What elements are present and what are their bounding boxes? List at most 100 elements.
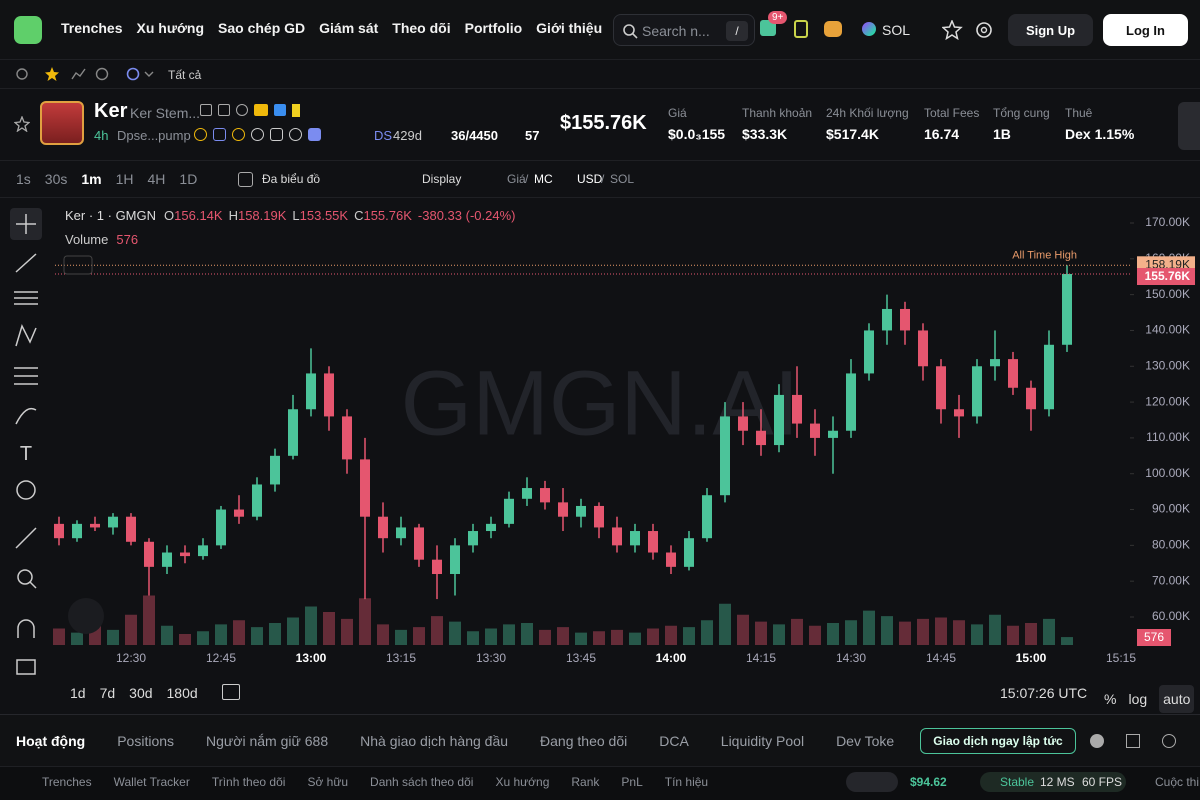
nav-link[interactable]: Giám sát — [319, 20, 379, 36]
tab[interactable]: DCA — [659, 733, 689, 749]
scale-option[interactable]: auto — [1159, 685, 1195, 713]
instant-trade-button[interactable]: Giao dịch ngay lập tức — [920, 728, 1076, 754]
footer-link[interactable]: Sở hữu — [307, 775, 349, 789]
volume-bar — [269, 623, 281, 645]
icon[interactable] — [794, 20, 808, 38]
volume-bar — [935, 617, 947, 645]
candle-body — [90, 523, 100, 528]
volume-bar — [53, 628, 65, 645]
token-avatar — [40, 101, 84, 145]
nav-link[interactable]: Xu hướng — [136, 20, 205, 36]
range-button[interactable]: 1d — [70, 685, 86, 701]
x-tick-label: 14:30 — [836, 651, 866, 665]
chain-selector[interactable]: SOL — [882, 22, 911, 38]
usd-mode[interactable]: USD — [577, 172, 603, 186]
interval[interactable]: 30s — [44, 171, 68, 187]
icon[interactable] — [1162, 734, 1176, 748]
nav-link[interactable]: Theo dõi — [392, 20, 451, 36]
range-button[interactable]: 30d — [129, 685, 153, 701]
volume-bar — [161, 625, 173, 645]
candle-body — [648, 531, 658, 553]
search-box[interactable]: Search n... / — [613, 14, 755, 46]
sol-mode[interactable]: SOL — [610, 172, 635, 186]
scale-option[interactable]: log — [1128, 691, 1148, 707]
tab[interactable]: Dev Toke — [836, 733, 895, 749]
tab[interactable]: Người nắm giữ 688 — [206, 733, 329, 749]
footer-link[interactable]: Rank — [571, 775, 600, 789]
stat: Thanh khoản $33.3K — [742, 106, 812, 142]
volume-bar — [215, 624, 227, 645]
footer-link[interactable]: Trenches — [42, 775, 92, 789]
volume-marker-label: 576 — [1144, 630, 1164, 644]
clock: 15:07:26 UTC — [1000, 685, 1088, 701]
volume-bar — [341, 618, 353, 645]
footer-link[interactable]: Wallet Tracker — [113, 775, 190, 789]
mc-mode[interactable]: MC — [534, 172, 553, 186]
interval[interactable]: 4H — [147, 171, 166, 187]
icon[interactable] — [1126, 734, 1140, 748]
tab[interactable]: Liquidity Pool — [720, 733, 805, 749]
interval[interactable]: 1D — [179, 171, 198, 187]
token-badges — [194, 128, 354, 144]
volume-bar — [575, 632, 587, 645]
logo[interactable] — [14, 16, 42, 44]
y-tick-label: 110.00K — [1146, 430, 1190, 444]
volume-bar — [899, 621, 911, 645]
candle-body — [846, 373, 856, 431]
token-address[interactable]: Dpse...pump — [117, 128, 191, 143]
footer-link[interactable]: Danh sách theo dõi — [370, 775, 474, 789]
scale-option[interactable]: % — [1104, 691, 1117, 707]
volume-bar — [665, 625, 677, 645]
contest-link[interactable]: Cuộc thi — [1155, 775, 1200, 789]
side-toggle[interactable] — [1178, 102, 1200, 150]
favorite-icon[interactable] — [14, 116, 30, 132]
footer-link[interactable]: PnL — [621, 775, 643, 789]
filter-label[interactable]: Tất cả — [168, 68, 202, 82]
tab[interactable]: Nhà giao dịch hàng đầu — [360, 733, 509, 749]
candle-body — [234, 509, 244, 517]
icon[interactable] — [760, 20, 776, 36]
stat: Tổng cung 1B — [993, 106, 1050, 142]
multi-chart-label[interactable]: Đa biểu đồ — [262, 172, 321, 186]
stat: Thuê Dex 1.15% — [1065, 106, 1134, 142]
checkbox[interactable] — [238, 172, 253, 187]
tab[interactable]: Hoạt động — [16, 733, 86, 749]
collapse-button[interactable] — [63, 255, 93, 275]
icon[interactable] — [1090, 734, 1104, 748]
volume-bar — [827, 623, 839, 645]
interval[interactable]: 1m — [81, 171, 102, 187]
footer-link[interactable]: Trình theo dõi — [211, 775, 286, 789]
search-icon — [623, 24, 638, 39]
nav-link[interactable]: Trenches — [61, 20, 123, 36]
interval[interactable]: 1s — [16, 171, 31, 187]
log-in-button[interactable]: Log In — [1103, 14, 1188, 46]
footer-link[interactable]: Xu hướng — [495, 775, 550, 789]
stat-value: 1B — [993, 126, 1011, 142]
stat: 24h Khối lượng $517.4K — [826, 106, 909, 142]
candle-body — [630, 531, 640, 546]
footer-link[interactable]: Tín hiệu — [664, 775, 709, 789]
volume-bar — [557, 627, 569, 645]
icon[interactable] — [824, 21, 842, 37]
nav-link[interactable]: Sao chép GD — [218, 20, 306, 36]
volume-bar — [737, 614, 749, 645]
range-button[interactable]: 7d — [99, 685, 116, 701]
date-range-icon[interactable] — [222, 684, 240, 700]
volume-bar — [413, 627, 425, 645]
candle-body — [504, 498, 514, 524]
range-button[interactable]: 180d — [166, 685, 198, 701]
volume-bar — [971, 624, 983, 645]
sign-up-button[interactable]: Sign Up — [1008, 14, 1093, 46]
nav-link[interactable]: Giới thiệu — [536, 20, 603, 36]
ds-label: DS — [374, 128, 393, 143]
x-tick-label: 13:15 — [386, 651, 416, 665]
volume-bar — [377, 624, 389, 645]
range-buttons: 1d 7d 30d 180d — [70, 685, 212, 701]
volume-bar — [287, 617, 299, 645]
tab[interactable]: Đang theo dõi — [540, 733, 628, 749]
tab[interactable]: Positions — [117, 733, 175, 749]
interval[interactable]: 1H — [115, 171, 134, 187]
price-mode[interactable]: Giá — [507, 172, 526, 186]
nav-link[interactable]: Portfolio — [464, 20, 523, 36]
display-menu[interactable]: Display — [422, 172, 462, 186]
